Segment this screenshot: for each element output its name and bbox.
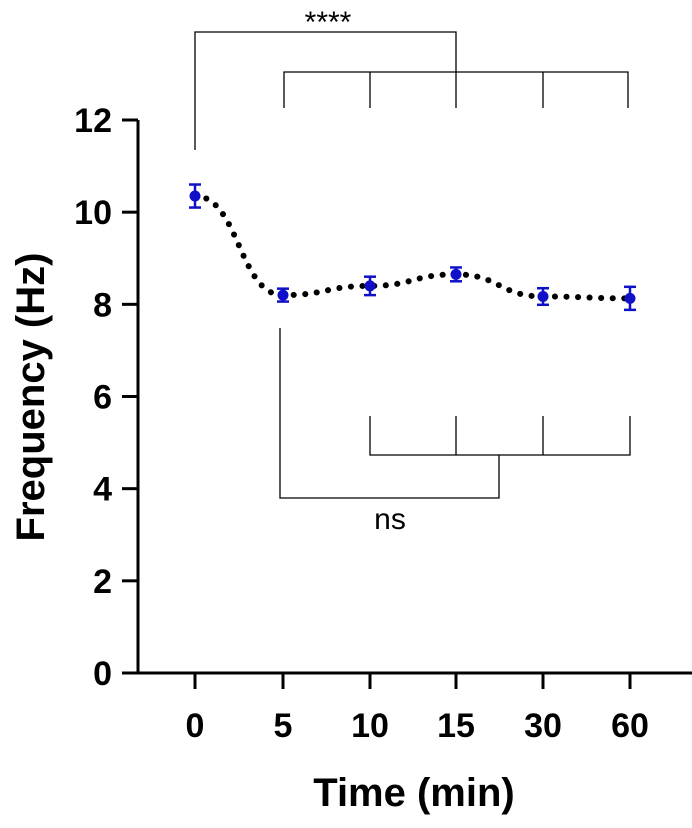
y-axis-title: Frequency (Hz) [9,253,53,542]
x-tick-label-5: 5 [274,707,293,745]
x-axis-title: Time (min) [313,771,515,815]
bracket-bottom-main [279,328,500,499]
bracket-bottom-group [369,416,631,456]
significance-label-top: **** [305,6,352,39]
data-point-5 [277,289,289,301]
y-tick-label-0: 0 [93,655,112,693]
y-tick-label-6: 6 [93,379,112,417]
data-point-60 [624,292,636,304]
y-tick-label-2: 2 [93,563,112,601]
error-bars [189,183,636,312]
data-point-10 [364,280,376,292]
significance-brackets: **** ns [194,6,631,536]
data-points [189,190,636,304]
significance-label-bottom: ns [374,503,406,536]
x-tick-label-30: 30 [524,707,562,745]
bracket-top-main [194,31,457,150]
x-tick-label-10: 10 [351,707,389,745]
data-point-0 [189,190,201,202]
y-tick-label-10: 10 [74,194,112,232]
y-ticks: 0 2 4 6 8 10 12 [74,102,138,693]
y-tick-label-4: 4 [93,471,112,509]
y-tick-label-12: 12 [74,102,112,140]
x-tick-label-60: 60 [611,707,649,745]
x-tick-label-0: 0 [186,707,205,745]
data-point-15 [450,268,462,280]
y-tick-label-8: 8 [93,286,112,324]
data-point-30 [537,290,549,302]
series-line [192,193,633,302]
x-ticks: 0 5 10 15 30 60 [186,673,649,745]
x-tick-label-15: 15 [437,707,475,745]
